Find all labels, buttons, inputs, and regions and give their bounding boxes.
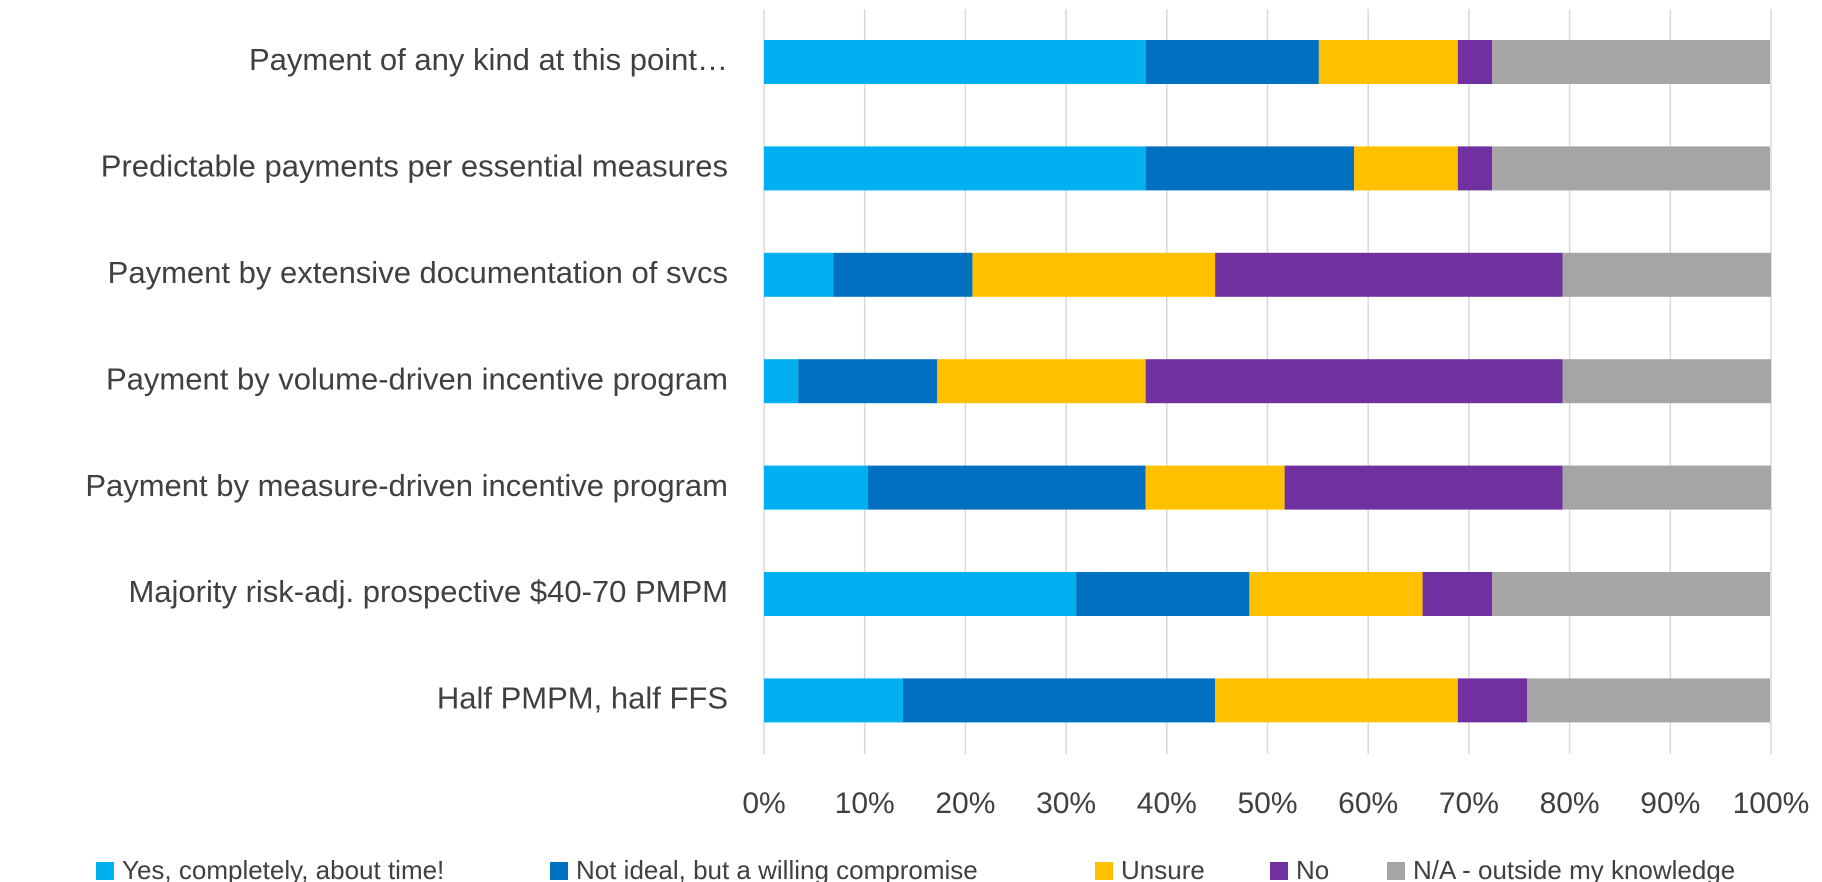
bar-segment xyxy=(764,678,903,723)
bar-segment xyxy=(1492,146,1770,191)
x-tick-label: 100% xyxy=(1733,787,1810,820)
bar-segment xyxy=(1492,572,1770,616)
bar-segment xyxy=(1284,465,1563,510)
x-tick-label: 20% xyxy=(935,787,995,820)
legend-swatch xyxy=(550,862,568,880)
bar-segment xyxy=(764,40,1146,84)
bar-segment xyxy=(1354,146,1458,191)
legend-label: No xyxy=(1296,855,1329,882)
bar-segment xyxy=(764,252,834,297)
legend-swatch xyxy=(96,862,114,880)
y-tick-label: Majority risk-adj. prospective $40-70 PM… xyxy=(128,574,728,609)
legend-swatch xyxy=(1095,862,1113,880)
bar-segment xyxy=(764,146,1146,191)
y-tick-label: Payment by volume-driven incentive progr… xyxy=(106,361,728,396)
bar-segment xyxy=(798,359,938,404)
bar-segment xyxy=(764,572,1077,616)
x-tick-label: 10% xyxy=(835,787,895,820)
bar-segment xyxy=(867,465,1146,510)
bar-segment xyxy=(1457,678,1528,723)
y-tick-label: Payment by extensive documentation of sv… xyxy=(108,255,728,290)
legend-label: Not ideal, but a willing compromise xyxy=(576,855,978,882)
bar-segment xyxy=(1145,359,1563,404)
x-tick-label: 30% xyxy=(1036,787,1096,820)
bar-segment xyxy=(1562,359,1771,404)
bar-segment xyxy=(902,678,1216,723)
y-tick-label: Predictable payments per essential measu… xyxy=(101,149,728,184)
y-tick-label: Payment of any kind at this point… xyxy=(249,42,728,77)
bar-segment xyxy=(1457,40,1493,84)
bar-segment xyxy=(1527,678,1770,723)
bar-segment xyxy=(1422,572,1493,616)
x-tick-label: 0% xyxy=(742,787,785,820)
y-tick-label: Payment by measure-driven incentive prog… xyxy=(85,468,728,503)
bar-segment xyxy=(1215,678,1458,723)
x-tick-label: 80% xyxy=(1540,787,1600,820)
bar-segment xyxy=(1318,40,1458,84)
bar-segment xyxy=(1457,146,1493,191)
bar-segment xyxy=(764,359,799,404)
bar-segment xyxy=(1076,572,1250,616)
x-tick-label: 90% xyxy=(1640,787,1700,820)
bar-segment xyxy=(1145,146,1355,191)
x-tick-label: 50% xyxy=(1237,787,1297,820)
bar-segment xyxy=(1249,572,1423,616)
legend-label: Unsure xyxy=(1121,855,1205,882)
bar-segment xyxy=(937,359,1146,404)
legend-label: N/A - outside my knowledge xyxy=(1413,855,1735,882)
bar-segment xyxy=(1145,465,1285,510)
bar-segment xyxy=(1562,465,1771,510)
bar-segment xyxy=(1215,252,1563,297)
x-tick-label: 40% xyxy=(1137,787,1197,820)
bar-segment xyxy=(764,465,868,510)
x-tick-label: 70% xyxy=(1439,787,1499,820)
bar-segment xyxy=(1562,252,1771,297)
y-tick-label: Half PMPM, half FFS xyxy=(437,681,728,716)
bar-segment xyxy=(972,252,1216,297)
bar-segment xyxy=(1492,40,1770,84)
bar-segment xyxy=(833,252,973,297)
legend-swatch xyxy=(1270,862,1288,880)
x-tick-label: 60% xyxy=(1338,787,1398,820)
bar-segment xyxy=(1145,40,1319,84)
legend-swatch xyxy=(1387,862,1405,880)
legend-label: Yes, completely, about time! xyxy=(122,855,444,882)
